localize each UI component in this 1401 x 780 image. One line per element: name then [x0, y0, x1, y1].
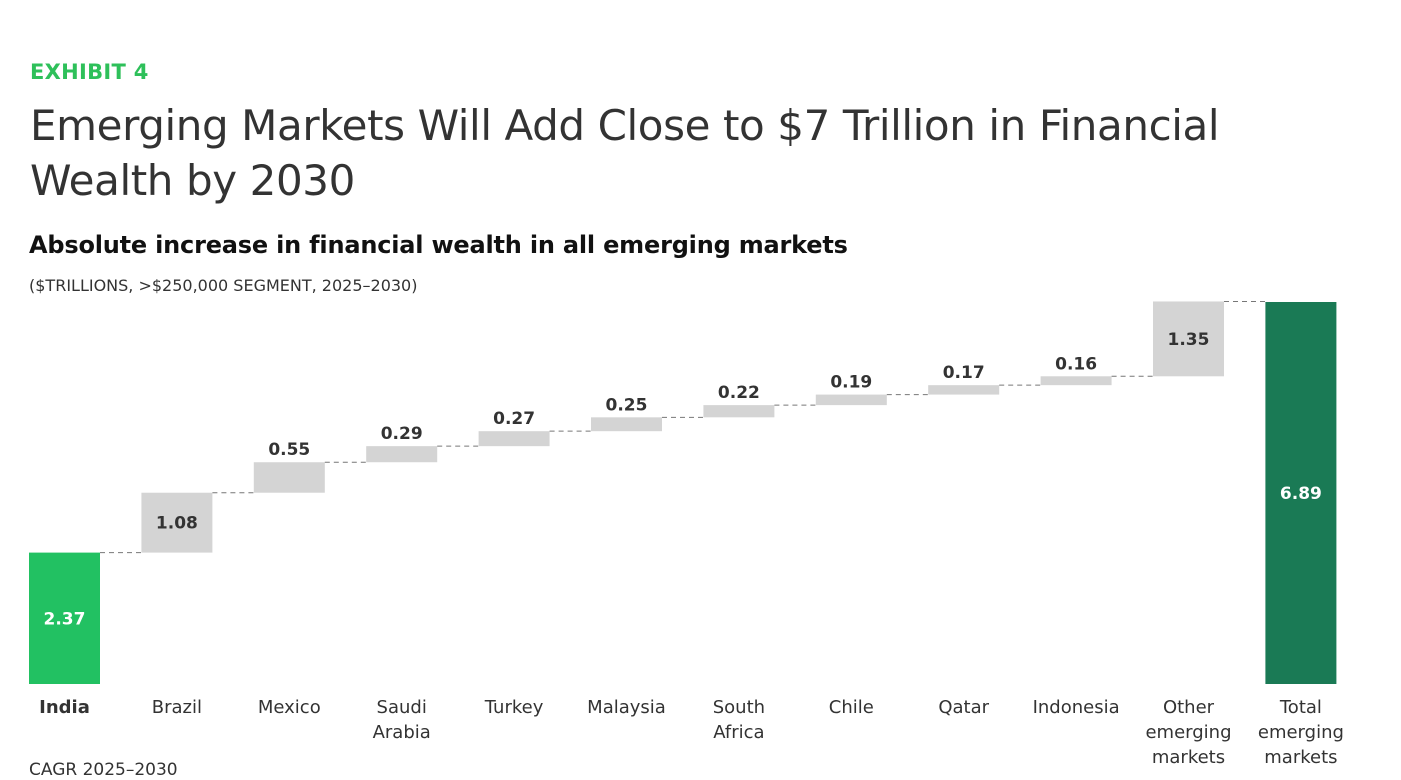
waterfall-bar [1040, 376, 1112, 386]
waterfall-bar [478, 431, 550, 447]
data-label: 1.08 [156, 514, 198, 534]
units-label: ($TRILLIONS, >$250,000 SEGMENT, 2025–203… [29, 276, 418, 295]
data-label: 2.37 [44, 609, 86, 629]
exhibit-label: EXHIBIT 4 [30, 60, 149, 84]
waterfall-bar [928, 385, 1000, 395]
data-label: 0.25 [606, 395, 648, 415]
data-label: 0.17 [943, 363, 985, 383]
category-label: Other [1163, 697, 1215, 718]
data-label: 1.35 [1168, 330, 1210, 350]
category-label: Indonesia [1033, 697, 1120, 718]
waterfall-bar [591, 417, 662, 432]
waterfall-bar [253, 462, 325, 493]
category-label: Mexico [258, 697, 321, 718]
category-label: Arabia [373, 722, 431, 743]
waterfall-bar [1153, 301, 1224, 377]
waterfall-bar [703, 405, 775, 418]
category-label: emerging [1145, 722, 1231, 743]
waterfall-bar [366, 446, 438, 463]
waterfall-bar [815, 394, 887, 406]
category-label: Saudi [377, 697, 427, 718]
data-label: 0.16 [1055, 354, 1097, 374]
category-label: Qatar [938, 697, 989, 718]
waterfall-bar [1265, 302, 1337, 684]
category-label: emerging [1258, 722, 1344, 743]
category-label: Africa [713, 722, 764, 743]
data-label: 0.19 [830, 373, 872, 393]
chart-subtitle: Absolute increase in financial wealth in… [29, 231, 848, 259]
waterfall-bar [141, 492, 213, 553]
data-label: 0.29 [381, 424, 423, 444]
waterfall-bar [29, 552, 100, 684]
chart-title: Emerging Markets Will Add Close to $7 Tr… [30, 101, 1220, 205]
category-label: Chile [829, 697, 874, 718]
category-label: India [39, 697, 90, 718]
cagr-footnote: CAGR 2025–2030 [29, 760, 178, 780]
data-label: 6.89 [1280, 484, 1322, 504]
category-label: Turkey [484, 697, 544, 718]
category-label: markets [1264, 747, 1337, 768]
category-label: markets [1152, 747, 1225, 768]
data-label: 0.27 [493, 409, 535, 429]
category-label: Total [1279, 697, 1322, 718]
category-label: Malaysia [587, 697, 666, 718]
data-label: 0.22 [718, 383, 760, 403]
category-label: Brazil [152, 697, 202, 718]
category-label: South [713, 697, 765, 718]
data-label: 0.55 [268, 440, 310, 460]
